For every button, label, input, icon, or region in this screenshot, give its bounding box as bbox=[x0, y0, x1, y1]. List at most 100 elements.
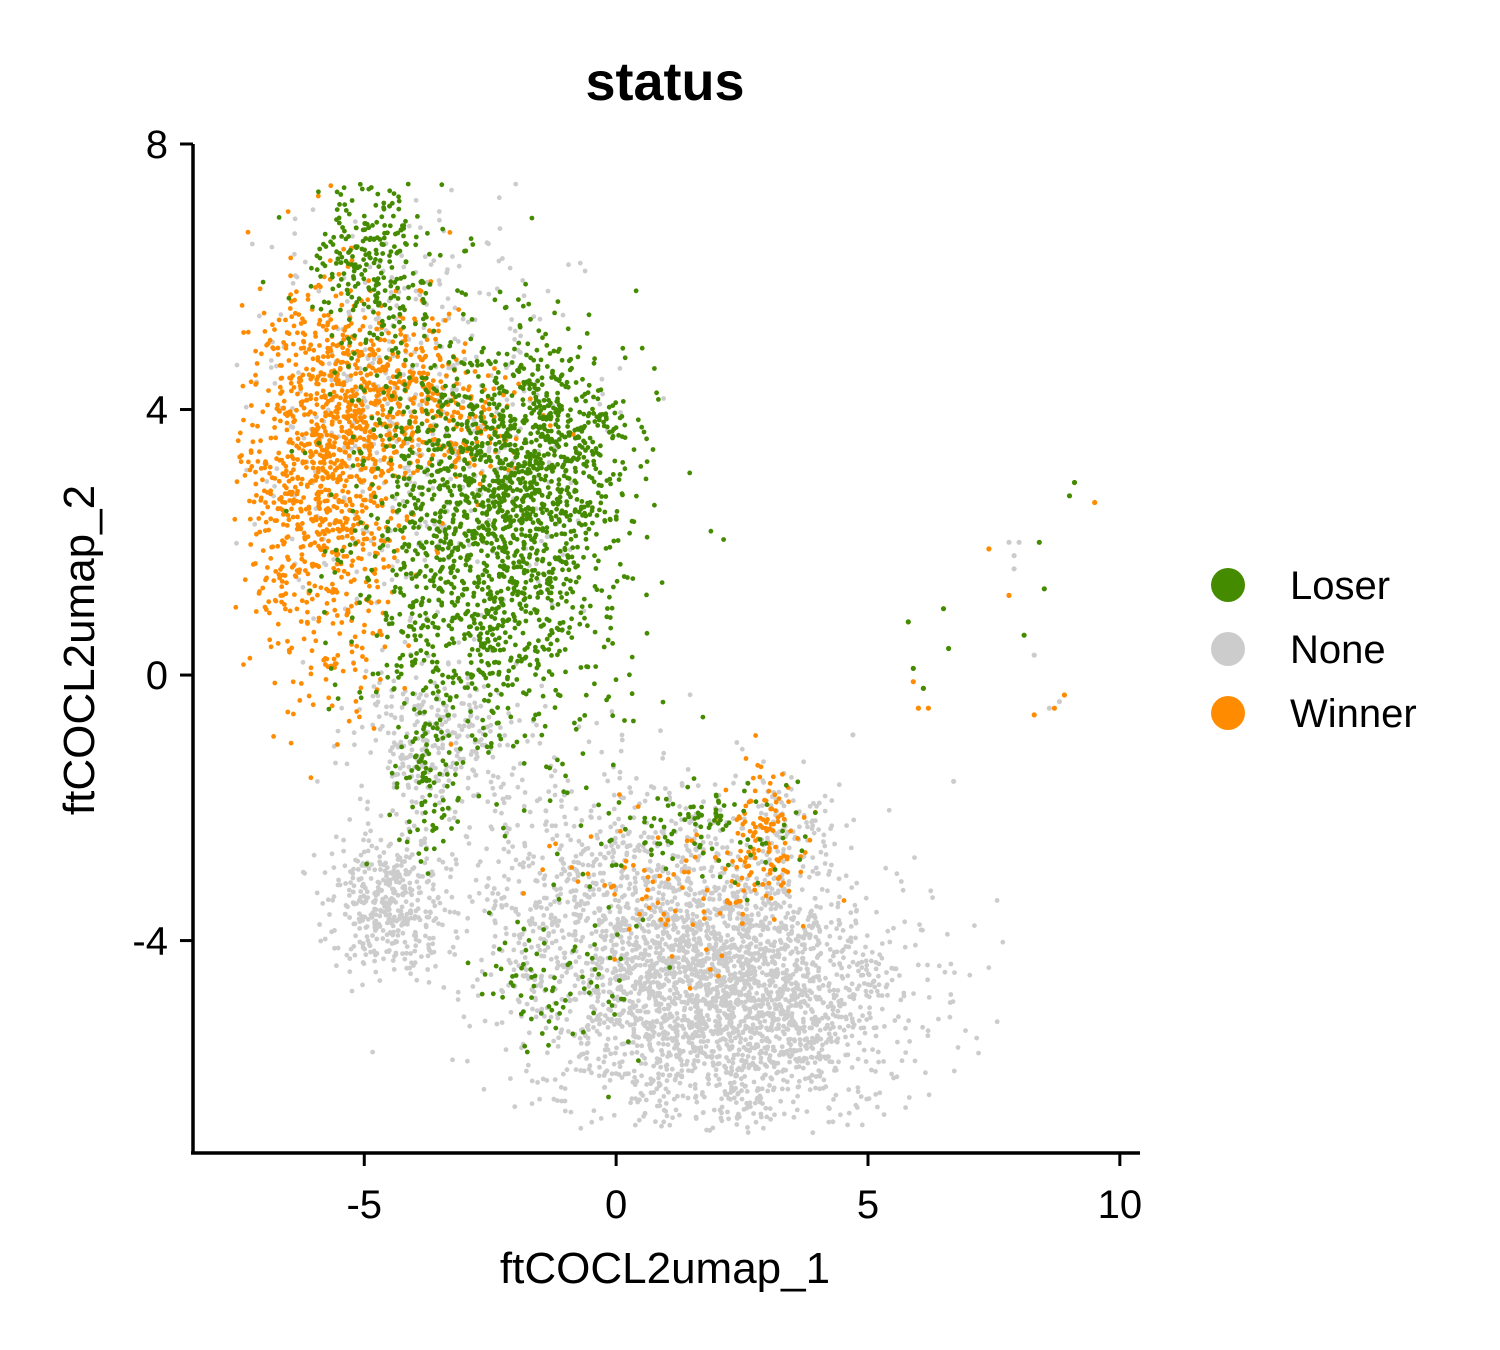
data-point bbox=[730, 1010, 735, 1015]
data-point bbox=[426, 980, 432, 985]
data-point bbox=[509, 317, 514, 322]
data-point bbox=[510, 844, 516, 849]
data-point bbox=[601, 892, 607, 898]
data-point bbox=[752, 1100, 758, 1106]
data-point bbox=[304, 366, 309, 372]
data-point bbox=[697, 890, 703, 896]
data-point bbox=[698, 1021, 704, 1026]
data-point bbox=[431, 882, 436, 888]
data-point bbox=[694, 1024, 700, 1030]
data-point bbox=[898, 997, 904, 1003]
data-point bbox=[490, 754, 496, 760]
data-point bbox=[776, 996, 782, 1002]
data-point bbox=[559, 804, 564, 809]
data-point bbox=[821, 1077, 827, 1083]
data-point bbox=[389, 704, 394, 709]
data-point bbox=[810, 855, 816, 860]
data-point bbox=[877, 1090, 883, 1096]
data-point bbox=[448, 867, 454, 872]
data-point bbox=[677, 1080, 683, 1086]
data-point bbox=[738, 1019, 744, 1025]
data-point bbox=[642, 962, 648, 968]
data-point bbox=[899, 1058, 905, 1064]
data-point bbox=[322, 936, 328, 942]
data-point bbox=[716, 931, 722, 936]
data-point bbox=[329, 851, 335, 857]
data-point bbox=[298, 681, 304, 686]
data-point bbox=[310, 207, 316, 213]
data-point bbox=[758, 906, 764, 912]
data-point bbox=[632, 854, 638, 860]
data-point bbox=[234, 479, 240, 485]
data-point bbox=[635, 980, 640, 986]
data-point bbox=[713, 1072, 719, 1078]
data-point bbox=[754, 1064, 760, 1070]
data-point bbox=[558, 891, 563, 897]
data-point bbox=[333, 834, 339, 840]
data-point bbox=[433, 963, 438, 969]
data-point bbox=[925, 1033, 931, 1039]
data-point bbox=[800, 864, 806, 869]
data-point bbox=[866, 994, 872, 1000]
data-point bbox=[605, 778, 611, 784]
data-point bbox=[713, 996, 719, 1002]
data-point bbox=[478, 703, 484, 709]
data-point bbox=[351, 660, 356, 666]
data-point bbox=[365, 848, 371, 854]
data-point bbox=[436, 278, 442, 283]
data-point bbox=[475, 862, 481, 868]
data-point bbox=[393, 879, 399, 885]
data-point bbox=[856, 960, 862, 966]
data-point bbox=[272, 416, 277, 422]
data-point bbox=[632, 1122, 638, 1128]
data-point bbox=[782, 1031, 787, 1037]
data-point bbox=[646, 990, 652, 995]
data-point bbox=[427, 936, 432, 941]
data-point bbox=[765, 1010, 771, 1016]
data-point bbox=[685, 875, 691, 881]
data-point bbox=[754, 922, 759, 928]
data-point bbox=[719, 982, 725, 987]
data-point bbox=[765, 939, 770, 945]
data-point bbox=[604, 1042, 609, 1048]
data-point bbox=[383, 860, 388, 866]
data-point bbox=[337, 447, 343, 453]
data-point bbox=[481, 684, 487, 689]
data-point bbox=[620, 946, 626, 952]
data-point bbox=[431, 949, 437, 955]
data-point bbox=[776, 1022, 781, 1028]
data-point bbox=[800, 955, 805, 961]
data-point bbox=[688, 997, 694, 1002]
data-point bbox=[843, 944, 849, 949]
data-point bbox=[491, 905, 497, 911]
data-point bbox=[349, 988, 355, 994]
data-point bbox=[732, 990, 738, 996]
data-point bbox=[475, 559, 480, 565]
data-point bbox=[724, 879, 730, 885]
data-point bbox=[354, 569, 360, 575]
data-point bbox=[599, 376, 605, 382]
data-point bbox=[353, 933, 358, 939]
data-point bbox=[408, 951, 413, 956]
data-point bbox=[706, 1076, 712, 1082]
data-point bbox=[558, 886, 563, 892]
data-point bbox=[692, 930, 698, 936]
data-point bbox=[694, 993, 700, 999]
data-point bbox=[793, 1064, 799, 1070]
data-point bbox=[683, 843, 689, 848]
data-point bbox=[688, 880, 694, 886]
data-point bbox=[684, 1062, 689, 1067]
data-point bbox=[350, 535, 355, 541]
data-point bbox=[472, 700, 478, 706]
data-point bbox=[589, 1070, 594, 1076]
data-point bbox=[848, 910, 854, 916]
data-point bbox=[661, 1041, 666, 1047]
data-point bbox=[648, 958, 654, 964]
data-point bbox=[282, 602, 287, 607]
data-point bbox=[407, 880, 413, 886]
data-point bbox=[642, 947, 648, 953]
data-point bbox=[827, 947, 833, 952]
data-point bbox=[737, 1039, 743, 1045]
data-point bbox=[685, 949, 690, 955]
data-point bbox=[665, 1006, 671, 1012]
